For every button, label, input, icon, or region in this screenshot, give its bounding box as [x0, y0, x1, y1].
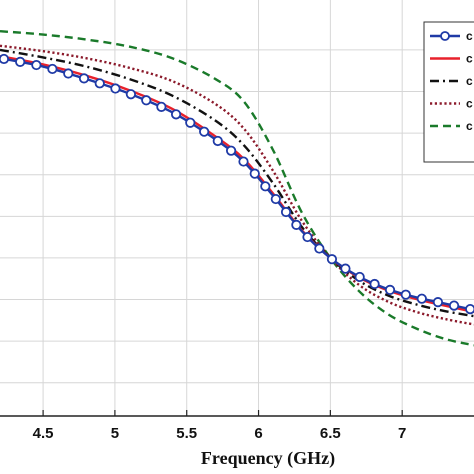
legend-label-5: c [466, 119, 473, 133]
x-tick-label: 5.5 [176, 425, 197, 442]
series-marker [302, 231, 313, 243]
legend-label-1: c [466, 29, 473, 43]
series-marker [432, 297, 444, 308]
series-line-5 [0, 30, 474, 347]
series-marker [212, 135, 223, 147]
series-marker [63, 68, 74, 79]
series-marker [448, 300, 460, 311]
grid [0, 0, 474, 416]
series-marker [354, 271, 365, 283]
series-marker [260, 181, 271, 192]
series-marker [400, 289, 411, 300]
x-tick-label: 6.5 [320, 425, 341, 442]
series-marker [199, 126, 210, 137]
series-marker [47, 63, 58, 75]
x-ticks: 4.5 5 5.5 6 6.5 7 [33, 410, 406, 442]
x-tick-label: 7 [398, 425, 406, 442]
series-marker [78, 73, 90, 84]
x-tick-label: 5 [111, 425, 119, 442]
series-marker [156, 101, 167, 112]
x-tick-label: 6 [254, 425, 262, 442]
legend-label-3: c [466, 74, 473, 88]
series-line-3 [0, 48, 474, 318]
series-marker [225, 145, 237, 156]
series-marker [238, 156, 249, 167]
series-marker [326, 254, 338, 265]
series-marker [416, 293, 427, 304]
series-marker [125, 89, 136, 100]
legend-label-2: c [466, 52, 473, 66]
series-marker [0, 53, 10, 65]
series-marker [270, 193, 281, 205]
legend-label-4: c [466, 97, 473, 111]
legend-marker [440, 31, 450, 41]
series-marker [141, 95, 152, 106]
series-marker [170, 109, 182, 120]
series-marker [291, 219, 302, 230]
series-marker [465, 303, 474, 315]
series-marker [280, 206, 292, 218]
series-marker [340, 263, 351, 274]
series-marker [110, 83, 121, 94]
series-marker [384, 284, 396, 295]
series-line-4 [0, 44, 474, 326]
series-marker [31, 59, 42, 71]
series-markers [0, 53, 474, 315]
series-marker [94, 78, 105, 89]
x-axis-title: Frequency (GHz) [201, 448, 335, 469]
series-marker [369, 278, 380, 290]
series-marker [15, 56, 26, 67]
legend-box [423, 21, 474, 163]
series-marker [314, 243, 325, 254]
series-marker [185, 117, 196, 128]
x-tick-label: 4.5 [33, 425, 54, 442]
series-marker [249, 168, 260, 179]
